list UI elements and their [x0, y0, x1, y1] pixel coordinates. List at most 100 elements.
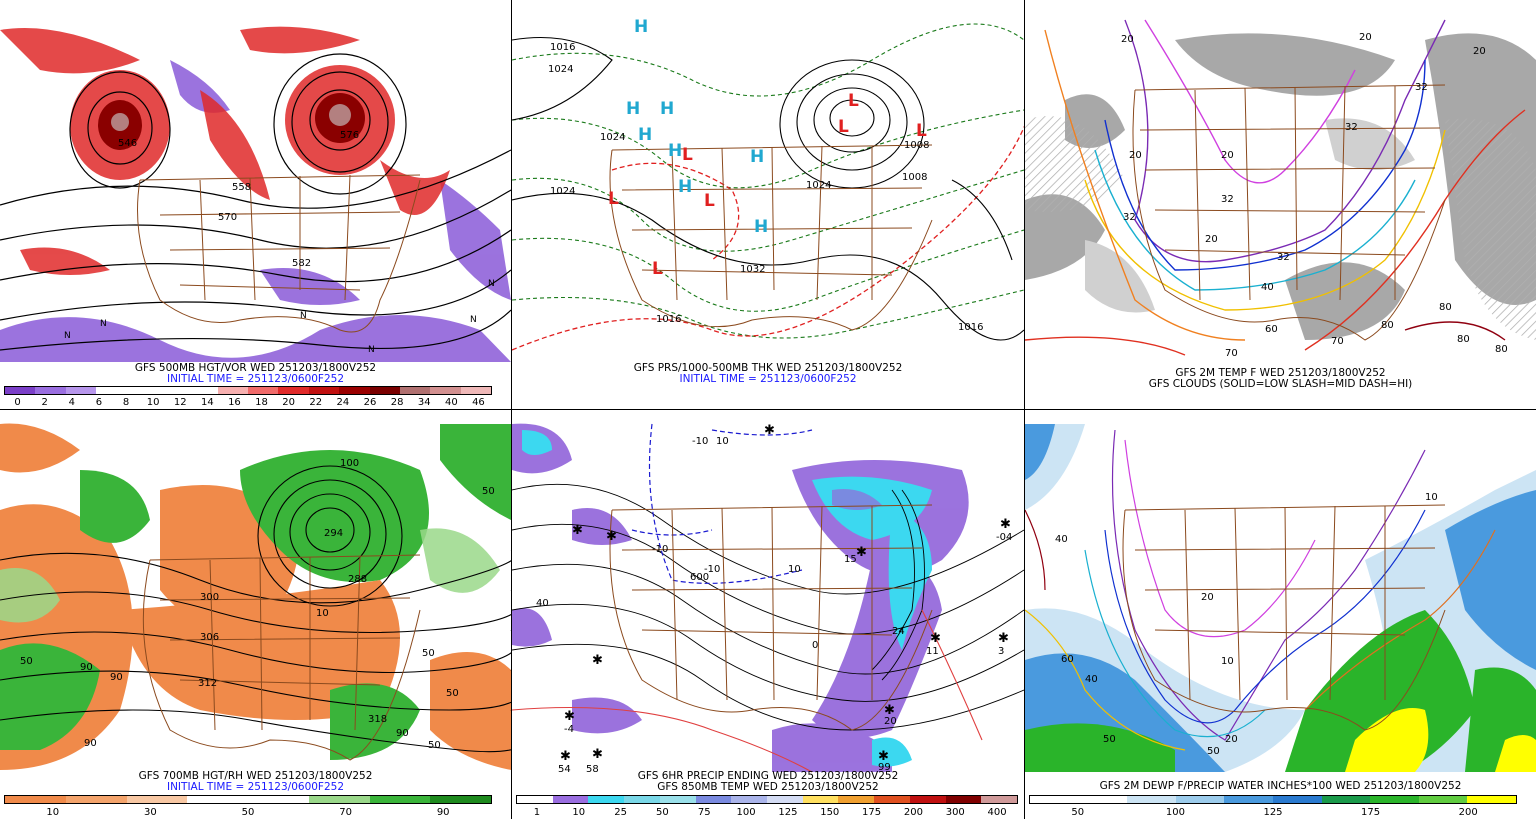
colorbar-swatch — [187, 796, 248, 803]
colorbar-swatch — [217, 387, 248, 394]
contour-label: 1016 — [656, 314, 681, 325]
colorbar-swatch — [1370, 796, 1419, 803]
panel-title: GFS 2M DEWP F/PRECIP WATER INCHES*100 WE… — [1099, 780, 1462, 792]
contour-label: 1016 — [958, 322, 983, 333]
colorbar-tick-label: 8 — [122, 397, 130, 408]
colorbar-swatch — [517, 796, 553, 803]
colorbar-tick-label: 22 — [309, 397, 323, 408]
contour-label: 80 — [1439, 302, 1452, 313]
svg-text:✱: ✱ — [606, 529, 617, 544]
colorbar-tick-label: 1 — [533, 807, 541, 818]
colorbar-swatch — [1467, 796, 1516, 803]
humidity-colorbar — [4, 795, 492, 804]
contour-label: 312 — [198, 678, 217, 689]
contour-label: 40 — [1055, 534, 1068, 545]
colorbar-tick-label: 400 — [987, 807, 1007, 818]
panel-divider — [0, 409, 1536, 410]
contour-label: 40 — [536, 598, 549, 609]
svg-text:✱: ✱ — [878, 749, 889, 764]
panel-pressure-thickness: H H H H H H H H L L L L L L L 1016 1024 … — [512, 0, 1024, 409]
contour-label: 20 — [1121, 34, 1134, 45]
vorticity-min-marker: N — [368, 345, 375, 355]
contour-label: 10 — [1425, 492, 1438, 503]
panel-initial-time: INITIAL TIME = 251123/0600F252 — [166, 781, 345, 793]
colorbar-swatch — [369, 387, 400, 394]
colorbar-swatch — [802, 796, 839, 803]
contour-label: 32 — [1345, 122, 1358, 133]
contour-label: 300 — [200, 592, 219, 603]
svg-text:✱: ✱ — [998, 631, 1009, 646]
colorbar-tick-label: 70 — [339, 807, 352, 818]
contour-label: 1024 — [548, 64, 573, 75]
colorbar-tick-label: 40 — [444, 397, 458, 408]
colorbar-tick-label: 10 — [572, 807, 586, 818]
humidity-colorbar-ticks: 10 30 50 70 90 — [4, 807, 492, 819]
colorbar-swatch — [659, 796, 696, 803]
colorbar-tick-label: 175 — [1361, 807, 1381, 818]
colorbar-tick-label: 10 — [46, 807, 60, 818]
svg-text:✱: ✱ — [930, 631, 941, 646]
colorbar-swatch — [1030, 796, 1079, 803]
contour-label: 40 — [1085, 674, 1098, 685]
contour-label: 24 — [892, 626, 905, 637]
colorbar-swatch — [909, 796, 946, 803]
colorbar-tick-label: 50 — [656, 807, 669, 818]
contour-label: 50 — [20, 656, 33, 667]
contour-label: 50 — [422, 648, 435, 659]
panel-initial-time: INITIAL TIME = 251123/0600F252 — [166, 373, 345, 385]
colorbar-swatch — [126, 796, 188, 803]
colorbar-swatch — [1224, 796, 1273, 803]
contour-label: 70 — [1331, 336, 1344, 347]
precipitation-colorbar — [516, 795, 1018, 804]
colorbar-swatch — [1175, 796, 1225, 803]
colorbar-swatch — [278, 387, 309, 394]
contour-label: 90 — [110, 672, 123, 683]
contour-label: 20 — [1129, 150, 1142, 161]
colorbar-swatch — [248, 387, 279, 394]
high-pressure-marker: H — [660, 99, 674, 119]
humidity-map: 100 50 50 50 90 90 90 300 306 312 318 29… — [0, 422, 511, 772]
colorbar-swatch — [1321, 796, 1371, 803]
colorbar-tick-label: 16 — [228, 397, 241, 408]
contour-label: 0 — [812, 640, 818, 651]
vorticity-min-marker: N — [100, 319, 107, 329]
colorbar-tick-label: 125 — [1263, 807, 1283, 818]
contour-label: 582 — [292, 258, 311, 269]
colorbar-swatch — [399, 387, 431, 394]
contour-label: 50 — [1207, 746, 1220, 757]
colorbar-swatch — [65, 796, 127, 803]
colorbar-swatch — [624, 796, 660, 803]
contour-label: 576 — [340, 130, 359, 141]
high-pressure-marker: H — [754, 217, 768, 237]
colorbar-swatch — [1127, 796, 1176, 803]
colorbar-tick-label: 125 — [778, 807, 798, 818]
colorbar-swatch — [588, 796, 625, 803]
contour-label: 50 — [482, 486, 495, 497]
contour-label: 70 — [1225, 348, 1238, 359]
svg-text:✱: ✱ — [1000, 517, 1011, 532]
contour-label: 20 — [1221, 150, 1234, 161]
panel-subtitle: GFS 850MB TEMP WED 251203/1800V252 — [657, 781, 879, 793]
colorbar-tick-label: 10 — [146, 397, 160, 408]
contour-label: 50 — [446, 688, 459, 699]
contour-label: 32 — [1415, 82, 1428, 93]
low-pressure-marker: L — [608, 189, 619, 209]
colorbar-swatch — [430, 796, 491, 803]
colorbar-tick-label: 18 — [255, 397, 268, 408]
contour-label: 90 — [396, 728, 409, 739]
contour-label: 32 — [1277, 252, 1290, 263]
dewpoint-colorbar-ticks: 50 100 125 175 200 — [1029, 807, 1517, 819]
svg-text:✱: ✱ — [592, 747, 603, 762]
colorbar-swatch — [369, 796, 431, 803]
vorticity-map: 546 558 570 582 576 N N N N N N — [0, 14, 511, 362]
colorbar-tick-label: 50 — [1071, 807, 1085, 818]
colorbar-swatch — [248, 796, 309, 803]
panel-precip-850mb: ✱ ✱ ✱ ✱ ✱ ✱ ✱ ✱ ✱ ✱ ✱ ✱ ✱ -10 10 -10 -10 10 0 15… — [512, 410, 1024, 819]
colorbar-swatch — [695, 796, 732, 803]
colorbar-swatch — [339, 387, 370, 394]
panel-title: GFS 500MB HGT/VOR WED 251203/1800V252 — [134, 362, 377, 374]
colorbar-tick-label: 24 — [336, 397, 350, 408]
contour-label: 58 — [586, 764, 599, 775]
colorbar-swatch — [5, 796, 66, 803]
contour-label: 570 — [218, 212, 237, 223]
